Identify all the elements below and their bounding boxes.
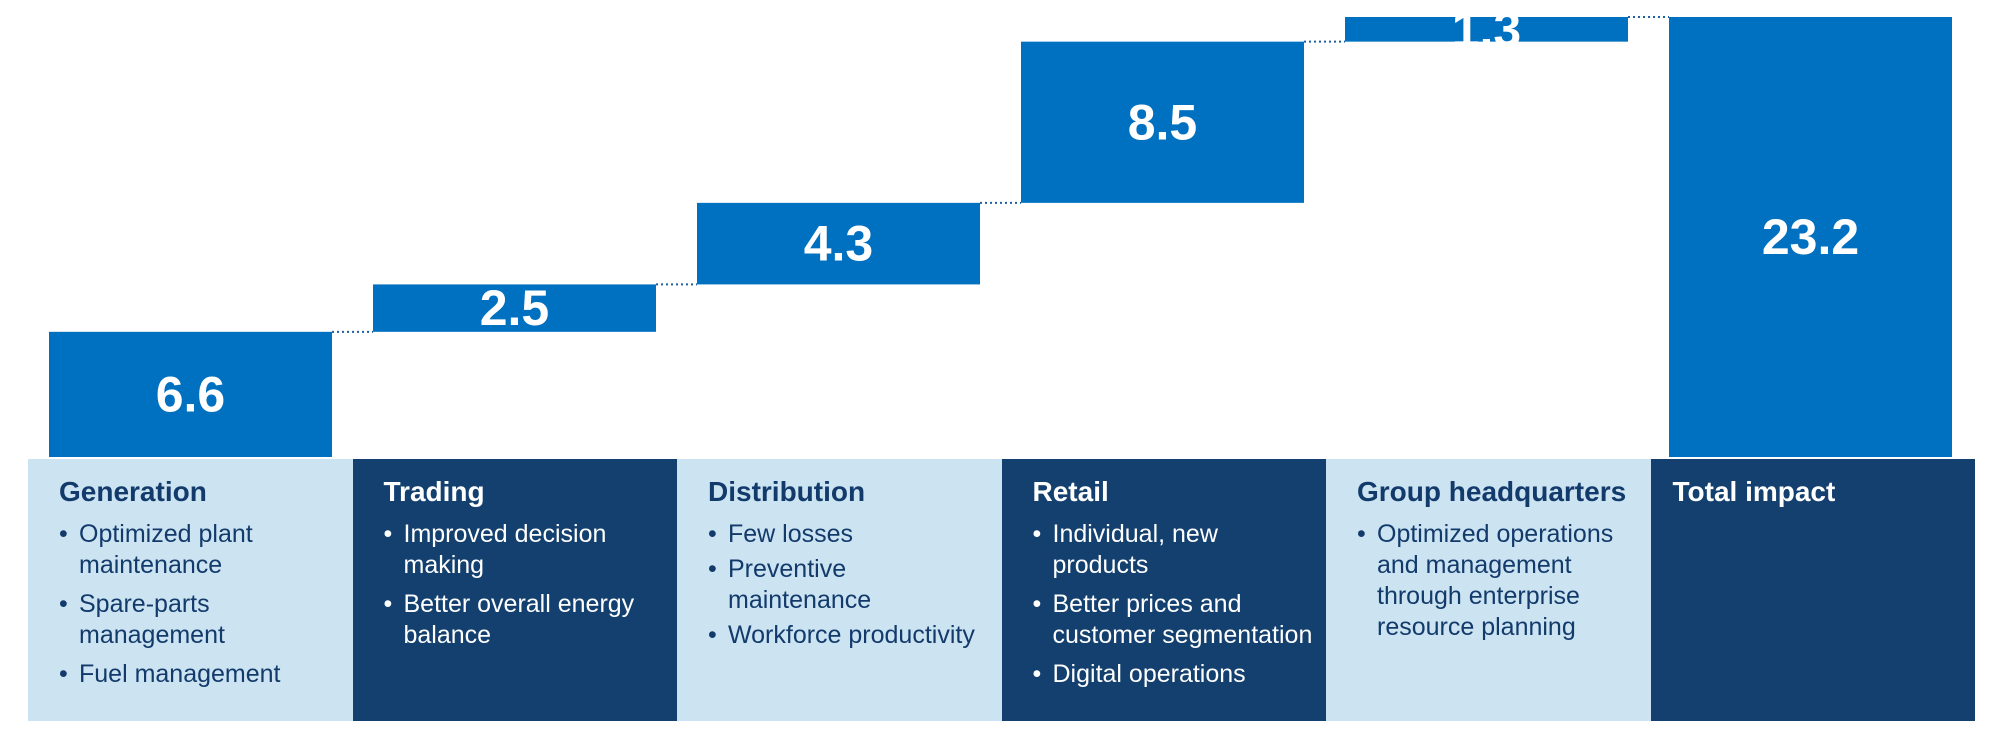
bar-value-label: 4.3 bbox=[804, 216, 874, 272]
bar-trading bbox=[373, 284, 656, 332]
panel-item: Preventive maintenance bbox=[708, 554, 992, 616]
bar-generation bbox=[49, 331, 332, 457]
panel-item: Optimized plant maintenance bbox=[59, 519, 343, 581]
panel-title-total-impact: Total impact bbox=[1672, 476, 1836, 507]
category-panels: Generation Optimized plant maintenance S… bbox=[28, 459, 1975, 721]
bar-value-label: 23.2 bbox=[1762, 209, 1859, 265]
panel-item: Better overall energy balance bbox=[384, 589, 668, 651]
panel-title-group-headquarters: Group headquarters bbox=[1357, 476, 1627, 507]
panel-title-distribution: Distribution bbox=[708, 476, 866, 507]
panel-item: Few losses bbox=[708, 519, 992, 550]
panel-group-headquarters: Group headquarters Optimized operations … bbox=[1326, 459, 1651, 721]
panel-distribution: Distribution Few losses Preventive maint… bbox=[677, 459, 1002, 721]
panel-trading: Trading Improved decision making Better … bbox=[352, 459, 677, 721]
panel-list-trading: Improved decision making Better overall … bbox=[384, 519, 668, 651]
panel-list-generation: Optimized plant maintenance Spare-parts … bbox=[59, 519, 343, 690]
bar-retail bbox=[1021, 41, 1304, 203]
panel-title-trading: Trading bbox=[383, 476, 485, 507]
panel-item: Fuel management bbox=[59, 659, 343, 690]
bar-group-headquarters bbox=[1345, 17, 1628, 42]
panel-list-group-headquarters: Optimized operations and management thro… bbox=[1357, 519, 1641, 643]
panel-item: Optimized operations and management thro… bbox=[1357, 519, 1641, 643]
panel-item: Individual, new products bbox=[1033, 519, 1317, 581]
panel-item: Digital operations bbox=[1033, 659, 1317, 690]
waterfall-chart: 6.6 2.5 4.3 8.5 1.3 23.2 bbox=[49, 1, 1952, 457]
panel-item: Improved decision making bbox=[384, 519, 668, 581]
panel-item: Better prices and customer segmentation bbox=[1033, 589, 1317, 651]
panel-item: Spare-parts management bbox=[59, 589, 343, 651]
bar-value-label: 2.5 bbox=[480, 280, 550, 336]
panel-item: Workforce productivity bbox=[708, 620, 992, 651]
panel-list-retail: Individual, new products Better prices a… bbox=[1033, 519, 1317, 690]
panel-title-generation: Generation bbox=[59, 476, 207, 507]
panel-list-distribution: Few losses Preventive maintenance Workfo… bbox=[708, 519, 992, 651]
bar-value-label: 1.3 bbox=[1452, 1, 1522, 57]
bar-value-label: 6.6 bbox=[156, 366, 226, 422]
bar-value-label: 8.5 bbox=[1128, 94, 1198, 150]
panel-total-impact: Total impact bbox=[1650, 459, 1975, 721]
bar-distribution bbox=[697, 202, 980, 285]
panel-title-retail: Retail bbox=[1032, 476, 1109, 507]
panel-retail: Retail Individual, new products Better p… bbox=[1001, 459, 1326, 721]
bar-total-impact bbox=[1669, 17, 1952, 457]
panel-generation: Generation Optimized plant maintenance S… bbox=[28, 459, 353, 721]
